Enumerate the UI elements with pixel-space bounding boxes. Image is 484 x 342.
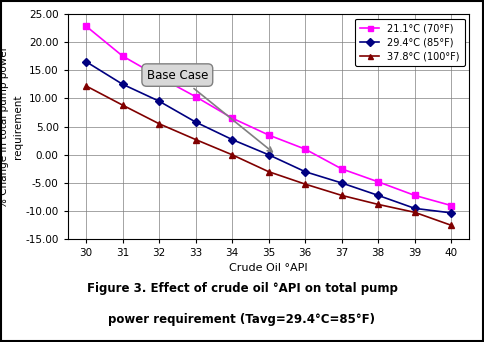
29.4°C (85°F) xyxy=(229,137,235,142)
21.1°C (70°F) xyxy=(412,193,418,197)
Y-axis label: % Change in total pump power
requirement: % Change in total pump power requirement xyxy=(0,45,23,208)
29.4°C (85°F) xyxy=(448,211,454,215)
21.1°C (70°F) xyxy=(193,95,198,99)
29.4°C (85°F) xyxy=(412,206,418,210)
21.1°C (70°F) xyxy=(339,167,345,171)
Text: Figure 3. Effect of crude oil °API on total pump: Figure 3. Effect of crude oil °API on to… xyxy=(87,282,397,295)
21.1°C (70°F) xyxy=(375,180,381,184)
29.4°C (85°F) xyxy=(193,120,198,124)
37.8°C (100°F) xyxy=(266,170,272,174)
Text: Base Case: Base Case xyxy=(147,69,272,152)
Text: power requirement (Tavg=29.4°C=85°F): power requirement (Tavg=29.4°C=85°F) xyxy=(108,313,376,326)
Line: 29.4°C (85°F): 29.4°C (85°F) xyxy=(83,59,454,216)
Legend: 21.1°C (70°F), 29.4°C (85°F), 37.8°C (100°F): 21.1°C (70°F), 29.4°C (85°F), 37.8°C (10… xyxy=(355,18,465,66)
37.8°C (100°F) xyxy=(156,122,162,126)
37.8°C (100°F) xyxy=(375,202,381,207)
21.1°C (70°F) xyxy=(120,54,125,58)
29.4°C (85°F) xyxy=(120,82,125,86)
29.4°C (85°F) xyxy=(302,170,308,174)
X-axis label: Crude Oil °API: Crude Oil °API xyxy=(229,263,308,273)
37.8°C (100°F) xyxy=(302,182,308,186)
37.8°C (100°F) xyxy=(339,193,345,197)
Line: 21.1°C (70°F): 21.1°C (70°F) xyxy=(83,23,454,208)
21.1°C (70°F) xyxy=(448,203,454,208)
37.8°C (100°F) xyxy=(412,210,418,214)
21.1°C (70°F) xyxy=(302,147,308,151)
21.1°C (70°F) xyxy=(266,133,272,137)
21.1°C (70°F) xyxy=(83,24,89,28)
37.8°C (100°F) xyxy=(229,153,235,157)
29.4°C (85°F) xyxy=(375,193,381,197)
37.8°C (100°F) xyxy=(448,223,454,227)
21.1°C (70°F) xyxy=(156,75,162,79)
29.4°C (85°F) xyxy=(156,99,162,103)
37.8°C (100°F) xyxy=(193,137,198,142)
21.1°C (70°F) xyxy=(229,116,235,120)
29.4°C (85°F) xyxy=(339,181,345,185)
37.8°C (100°F) xyxy=(120,103,125,107)
Line: 37.8°C (100°F): 37.8°C (100°F) xyxy=(83,83,454,228)
29.4°C (85°F) xyxy=(83,60,89,64)
37.8°C (100°F) xyxy=(83,84,89,88)
29.4°C (85°F) xyxy=(266,153,272,157)
